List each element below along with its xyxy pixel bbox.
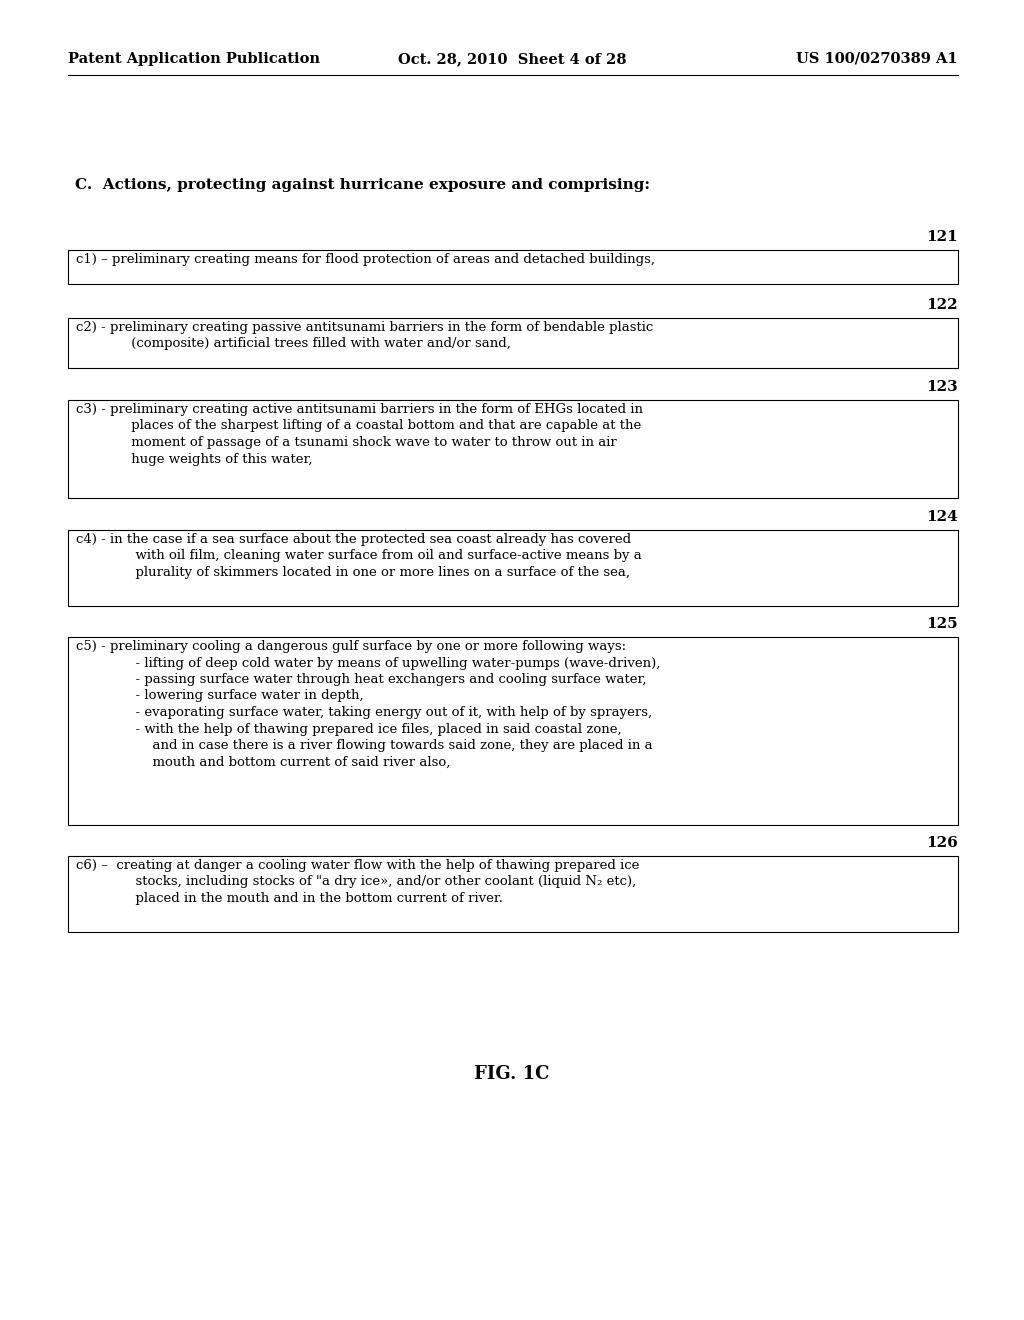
FancyBboxPatch shape <box>68 249 958 284</box>
Text: c2) - preliminary creating passive antitsunami barriers in the form of bendable : c2) - preliminary creating passive antit… <box>76 321 653 351</box>
Text: C.  Actions, protecting against hurricane exposure and comprising:: C. Actions, protecting against hurricane… <box>75 178 650 191</box>
Text: 121: 121 <box>927 230 958 244</box>
Text: c1) – preliminary creating means for flood protection of areas and detached buil: c1) – preliminary creating means for flo… <box>76 253 655 267</box>
FancyBboxPatch shape <box>68 400 958 498</box>
Text: c4) - in the case if a sea surface about the protected sea coast already has cov: c4) - in the case if a sea surface about… <box>76 533 642 579</box>
Text: c5) - preliminary cooling a dangerous gulf surface by one or more following ways: c5) - preliminary cooling a dangerous gu… <box>76 640 660 768</box>
Text: c6) –  creating at danger a cooling water flow with the help of thawing prepared: c6) – creating at danger a cooling water… <box>76 859 639 906</box>
Text: 126: 126 <box>927 836 958 850</box>
Text: 123: 123 <box>927 380 958 393</box>
Text: 124: 124 <box>927 510 958 524</box>
FancyBboxPatch shape <box>68 318 958 368</box>
Text: Oct. 28, 2010  Sheet 4 of 28: Oct. 28, 2010 Sheet 4 of 28 <box>397 51 627 66</box>
Text: c3) - preliminary creating active antitsunami barriers in the form of EHGs locat: c3) - preliminary creating active antits… <box>76 403 643 466</box>
FancyBboxPatch shape <box>68 531 958 606</box>
FancyBboxPatch shape <box>68 638 958 825</box>
Text: FIG. 1C: FIG. 1C <box>474 1065 550 1082</box>
Text: 122: 122 <box>927 298 958 312</box>
FancyBboxPatch shape <box>68 855 958 932</box>
Text: US 100/0270389 A1: US 100/0270389 A1 <box>797 51 958 66</box>
Text: 125: 125 <box>927 616 958 631</box>
Text: Patent Application Publication: Patent Application Publication <box>68 51 319 66</box>
